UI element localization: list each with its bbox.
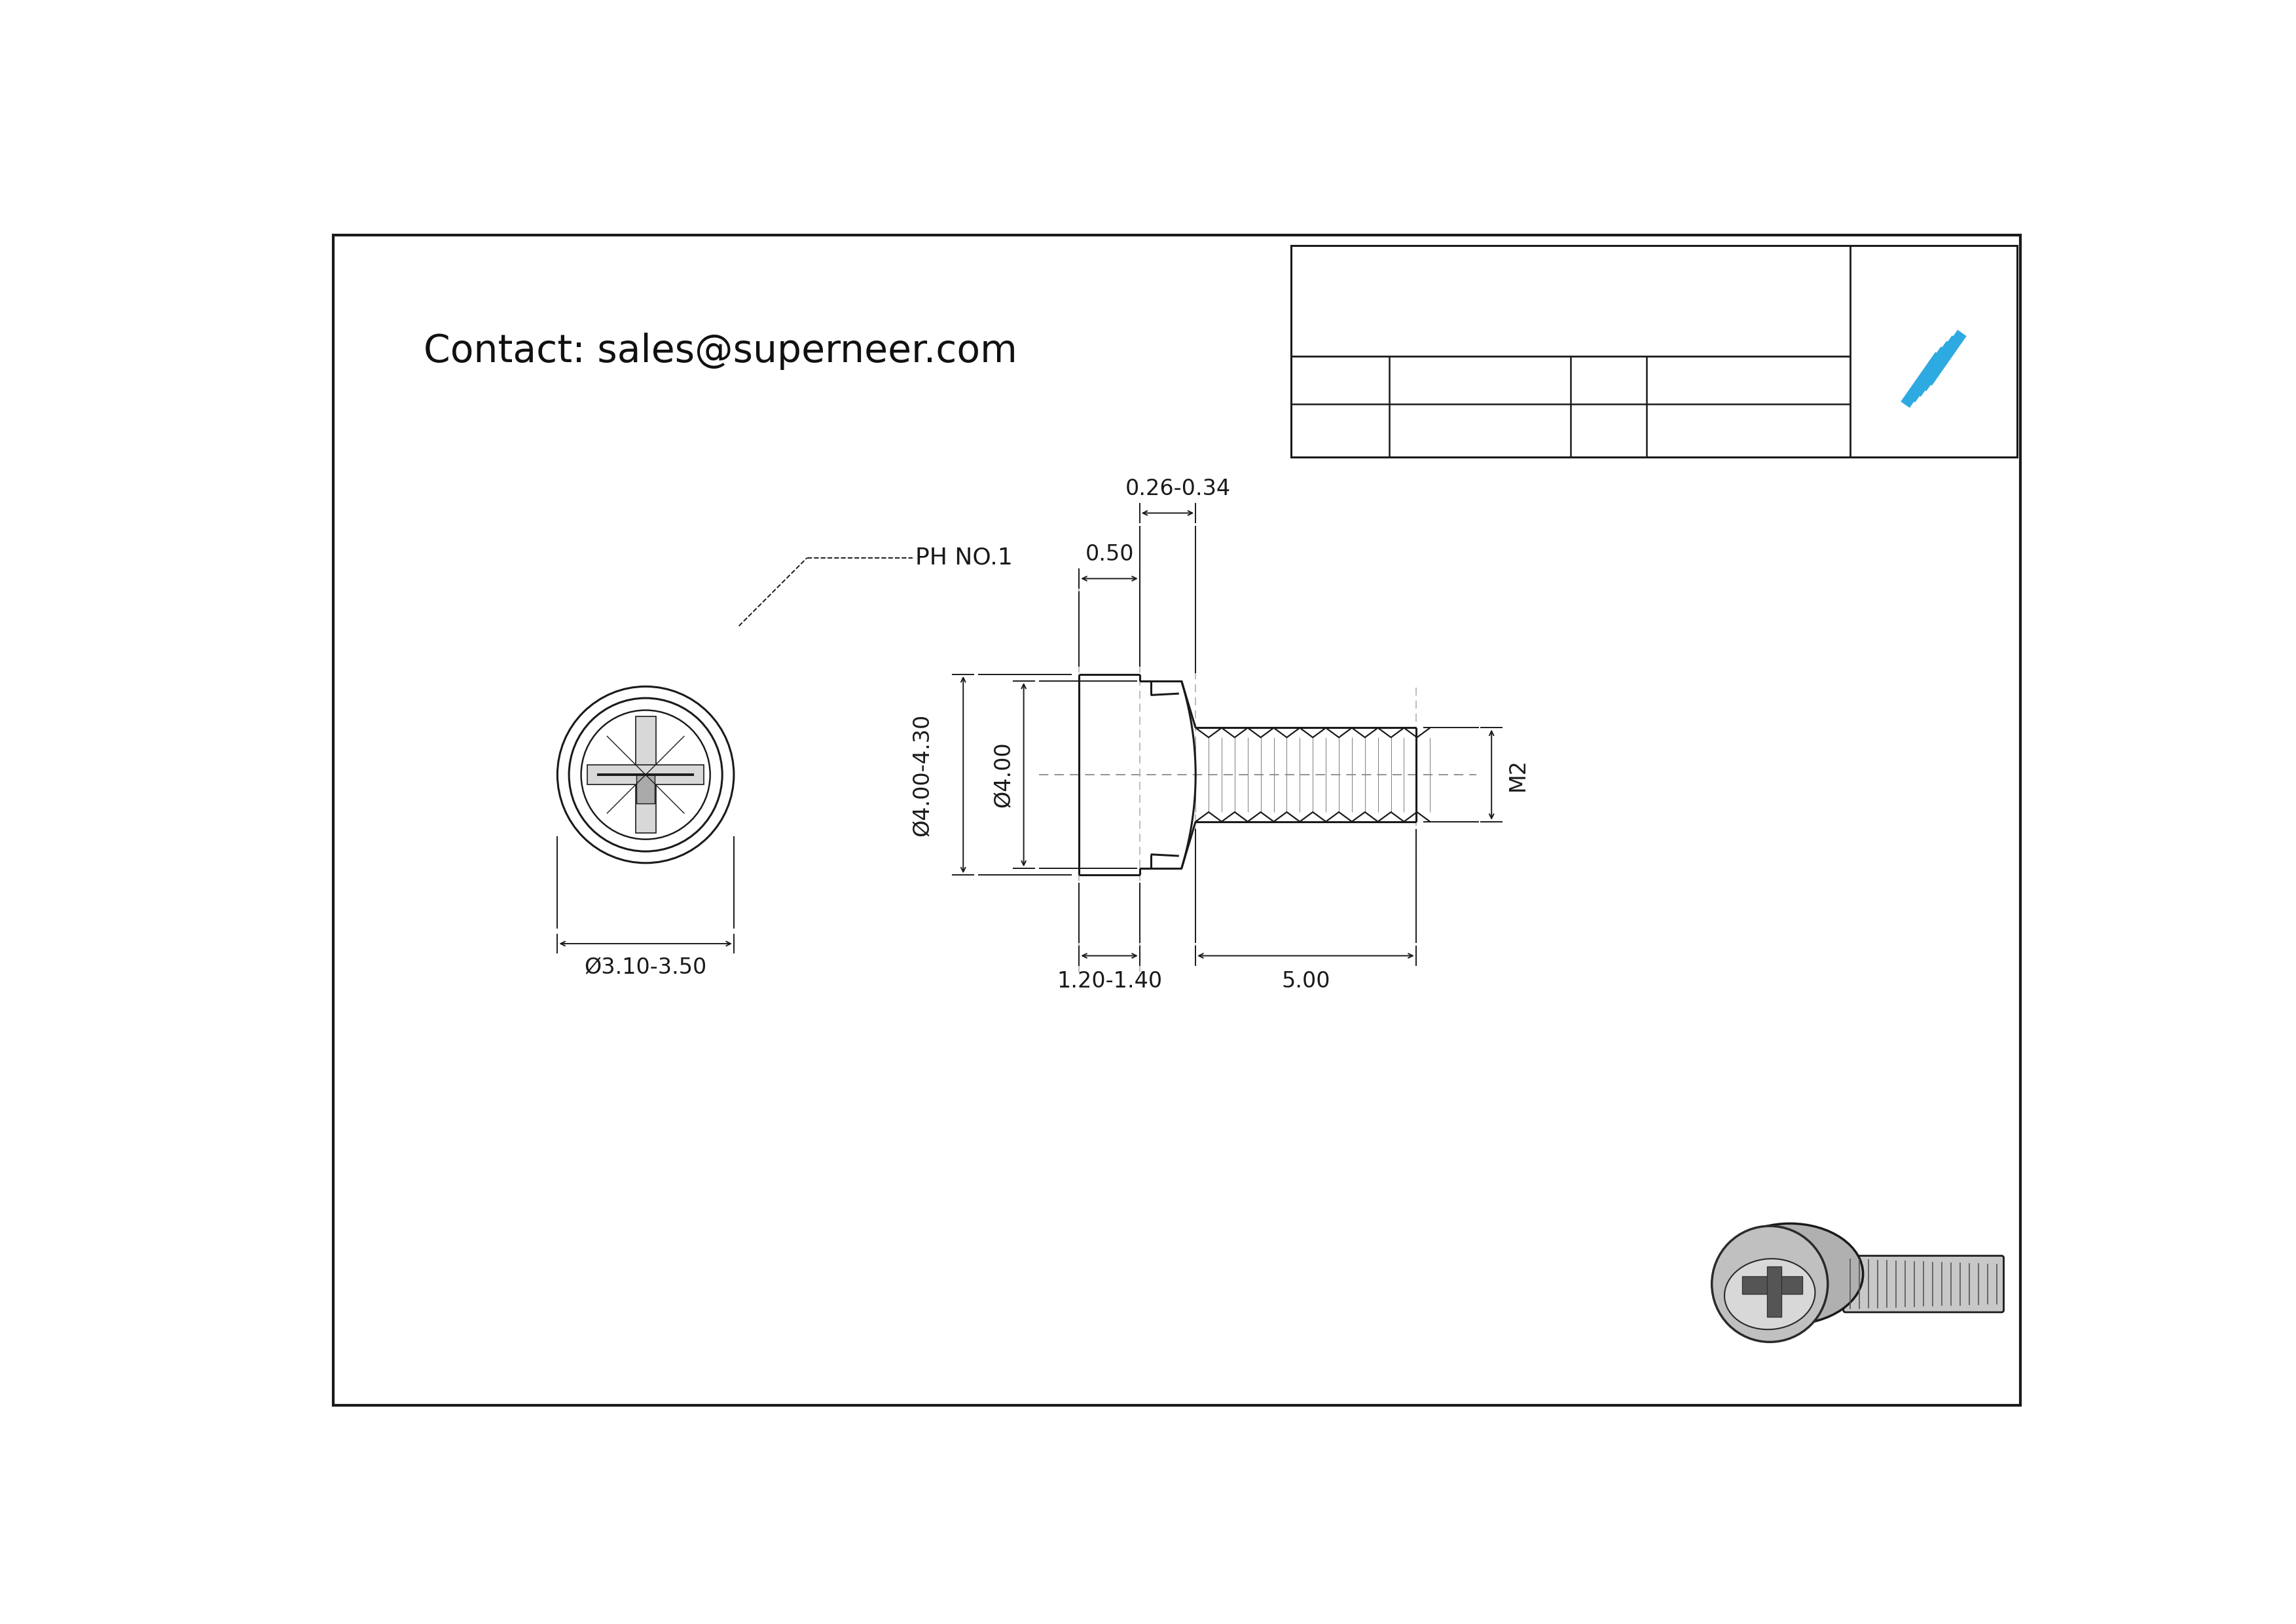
Text: 1.20-1.40: 1.20-1.40 — [1056, 970, 1162, 992]
Circle shape — [558, 687, 735, 862]
Text: Passivation: Passivation — [1653, 370, 1756, 390]
Text: 5.00: 5.00 — [1281, 970, 1329, 992]
Text: PH NO.1: PH NO.1 — [916, 547, 1013, 568]
Text: Finish: Finish — [1577, 370, 1630, 390]
Ellipse shape — [1724, 1259, 1816, 1330]
Bar — [1768, 1267, 1782, 1317]
Text: 0.26-0.34: 0.26-0.34 — [1125, 477, 1231, 500]
Bar — [1290, 245, 2016, 456]
Text: Stainless Steel: Stainless Steel — [1396, 370, 1529, 390]
Text: M2 x 5mm Pan Head Phillips Slot SEMS Screws with Spring and
Flat Washer SUS304 S: M2 x 5mm Pan Head Phillips Slot SEMS Scr… — [1302, 341, 1876, 380]
Text: Material: Material — [1297, 370, 1371, 390]
Text: M2: M2 — [1506, 758, 1529, 791]
Bar — [636, 775, 654, 804]
FancyBboxPatch shape — [1844, 1255, 2004, 1312]
Text: Weight: Weight — [1297, 422, 1359, 440]
Circle shape — [581, 710, 709, 840]
Text: Ø3.10-3.50: Ø3.10-3.50 — [583, 957, 707, 979]
Bar — [1743, 1276, 1802, 1294]
Ellipse shape — [1713, 1226, 1828, 1341]
Text: Contact: sales@superneer.com: Contact: sales@superneer.com — [425, 333, 1017, 370]
Ellipse shape — [1717, 1223, 1862, 1324]
Polygon shape — [588, 765, 703, 784]
Text: Ø4.00-4.30: Ø4.00-4.30 — [912, 713, 934, 836]
Text: EDPCM205S: EDPCM205S — [1302, 274, 1621, 320]
Text: SUPERNEER: SUPERNEER — [1855, 421, 2014, 443]
Polygon shape — [636, 716, 657, 833]
Text: 0.236 g: 0.236 g — [1396, 422, 1467, 440]
Text: 0.50: 0.50 — [1086, 544, 1134, 565]
Circle shape — [569, 698, 723, 851]
Text: www.superneer.com: www.superneer.com — [1653, 422, 1821, 438]
Text: Ø4.00: Ø4.00 — [992, 742, 1015, 807]
